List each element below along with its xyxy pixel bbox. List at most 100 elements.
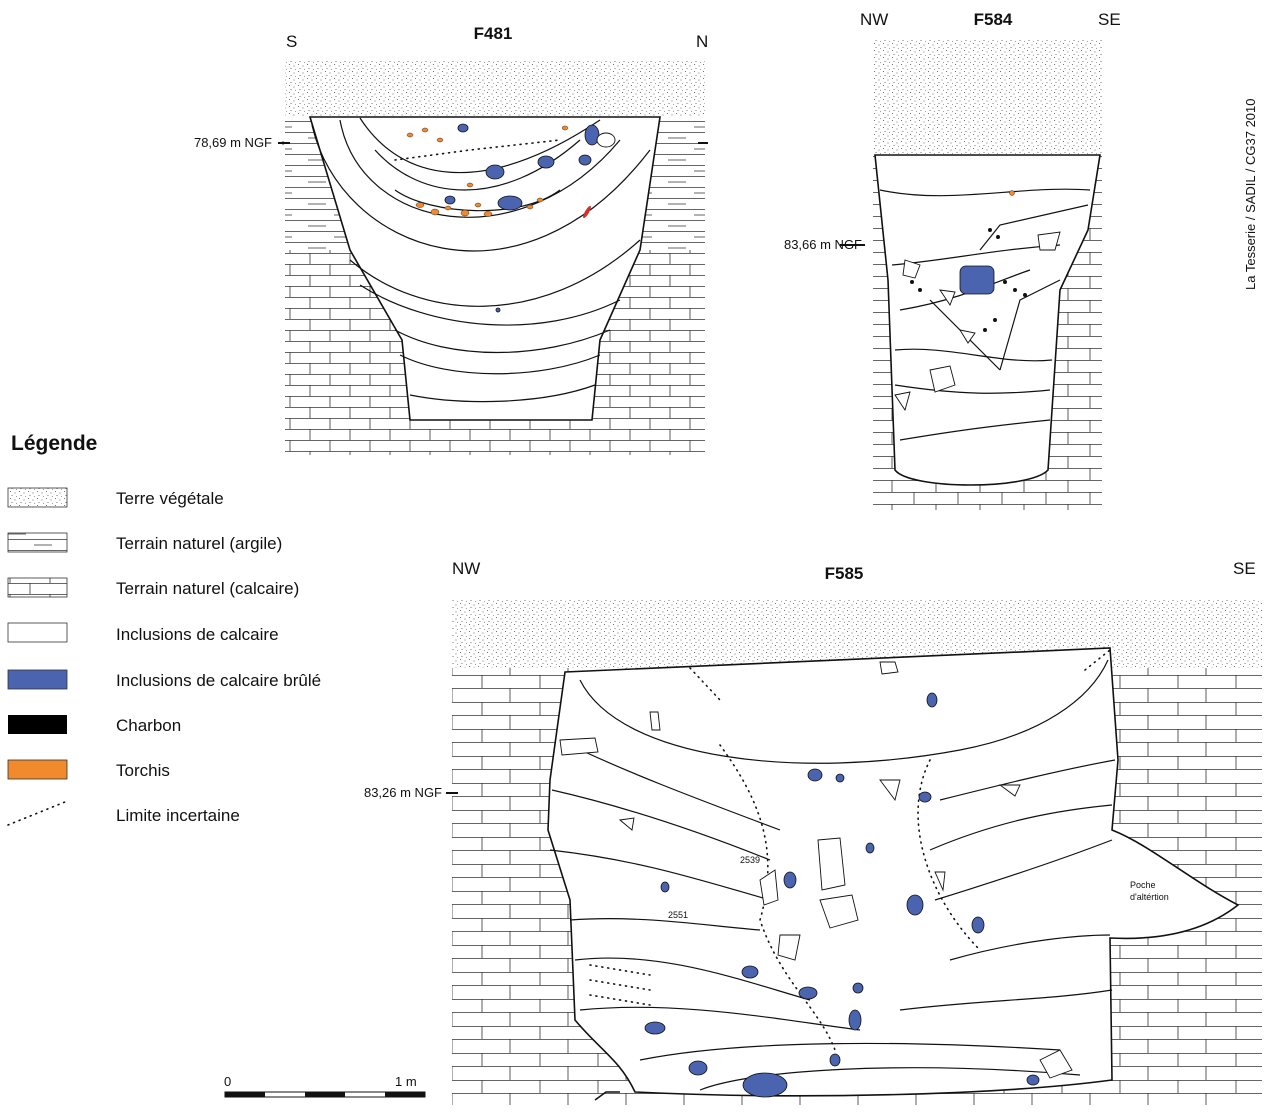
orientation: S: [286, 32, 297, 51]
drawing-shape: [537, 198, 543, 202]
layer-label: Poche: [1130, 880, 1156, 890]
drawing-shape: [972, 917, 984, 933]
section-f481: [278, 60, 708, 455]
topsoil: [873, 40, 1102, 155]
scale-label: 0: [224, 1074, 231, 1089]
orientation: SE: [1098, 10, 1121, 29]
drawing-shape: [661, 882, 669, 892]
drawing-shape: [645, 1022, 665, 1034]
drawing-shape: [8, 802, 65, 825]
drawing-shape: [437, 138, 443, 142]
legend-label: Charbon: [116, 716, 181, 735]
drawing-shape: [996, 235, 1000, 239]
drawing-shape: [1003, 280, 1007, 284]
drawing-shape: [484, 212, 492, 217]
drawing-shape: [8, 488, 67, 507]
drawing-shape: [431, 209, 439, 215]
drawing-shape: [562, 126, 568, 130]
drawing-shape: [742, 966, 758, 978]
orientation: NW: [452, 559, 480, 578]
drawing-shape: [993, 318, 997, 322]
legend-label: Terrain naturel (calcaire): [116, 579, 299, 598]
orientation: NW: [860, 10, 888, 29]
drawing-shape: [836, 774, 844, 782]
drawing-shape: [445, 206, 451, 210]
section-title: F584: [974, 10, 1013, 29]
drawing-shape: [498, 196, 522, 210]
topsoil: [452, 600, 1262, 668]
layer-label: d'altértion: [1130, 892, 1169, 902]
legend-label: Torchis: [116, 761, 170, 780]
legend-label: Terrain naturel (argile): [116, 534, 282, 553]
drawing-shape: [225, 1092, 265, 1097]
drawing-shape: [8, 533, 67, 552]
drawing-shape: [1013, 288, 1017, 292]
drawing-shape: [597, 133, 615, 147]
scale-bar: [225, 1092, 425, 1097]
drawing-shape: [1027, 1075, 1039, 1085]
scale-label: 1 m: [395, 1074, 417, 1089]
drawing-shape: [416, 203, 424, 208]
drawing-shape: [799, 987, 817, 999]
drawing-shape: [918, 288, 922, 292]
credit: La Tesserie / SADIL / CG37 2010: [1243, 99, 1258, 291]
drawing-shape: [8, 623, 67, 642]
drawing-shape: [1023, 293, 1027, 297]
drawing-shape: [1010, 191, 1015, 196]
level-label: 78,69 m NGF: [194, 135, 272, 150]
drawing-shape: [919, 792, 931, 802]
drawing-shape: [461, 210, 469, 216]
drawing-shape: [407, 133, 413, 137]
legend: [8, 488, 67, 825]
drawing-shape: [305, 1092, 345, 1097]
drawing-shape: [818, 838, 845, 890]
drawing-shape: [866, 843, 874, 853]
drawing-shape: [385, 1092, 425, 1097]
drawing-shape: [486, 165, 504, 179]
orientation: N: [696, 32, 708, 51]
drawing-shape: [983, 328, 987, 332]
drawing-shape: [458, 124, 468, 132]
burnt-stone: [960, 266, 994, 294]
drawing-shape: [784, 872, 796, 888]
drawing-shape: [8, 578, 67, 597]
legend-title: Légende: [11, 432, 97, 455]
drawing-shape: [8, 670, 67, 689]
drawing-shape: [422, 128, 428, 132]
drawing-shape: [527, 205, 533, 209]
drawing-shape: [8, 715, 67, 734]
drawing-shape: [689, 1061, 707, 1075]
section-f584: [840, 40, 1102, 510]
drawing-shape: [650, 712, 660, 730]
drawing-shape: [910, 280, 914, 284]
level-label: 83,26 m NGF: [364, 785, 442, 800]
drawing-shape: [988, 228, 992, 232]
drawing-shape: [880, 662, 898, 674]
drawing-shape: [579, 155, 591, 165]
drawing-shape: [475, 203, 481, 207]
drawing-shape: [560, 738, 598, 755]
drawing-shape: [907, 895, 923, 915]
section-title: F481: [474, 24, 513, 43]
orientation: SE: [1233, 559, 1256, 578]
drawing-shape: [808, 769, 822, 781]
drawing-shape: [743, 1073, 787, 1097]
layer-label: 2551: [668, 910, 688, 920]
legend-label: Limite incertaine: [116, 806, 240, 825]
drawing-shape: [445, 196, 455, 204]
drawing-shape: [927, 693, 937, 707]
drawing-shape: [853, 983, 863, 993]
drawing-shape: [830, 1054, 840, 1066]
section-title: F585: [825, 564, 864, 583]
section-f585: [446, 600, 1262, 1105]
layer-label: 2539: [740, 855, 760, 865]
drawing-shape: [496, 308, 500, 312]
figure: S F481 N 78,69 m NGF NW F584 SE 83,66 m …: [0, 0, 1272, 1115]
topsoil: [285, 60, 705, 117]
level-label: 83,66 m NGF: [784, 237, 862, 252]
drawing-shape: [849, 1010, 861, 1030]
drawing-shape: [467, 183, 473, 187]
legend-label: Inclusions de calcaire: [116, 625, 279, 644]
drawing-shape: [538, 156, 554, 168]
legend-label: Inclusions de calcaire brûlé: [116, 671, 321, 690]
